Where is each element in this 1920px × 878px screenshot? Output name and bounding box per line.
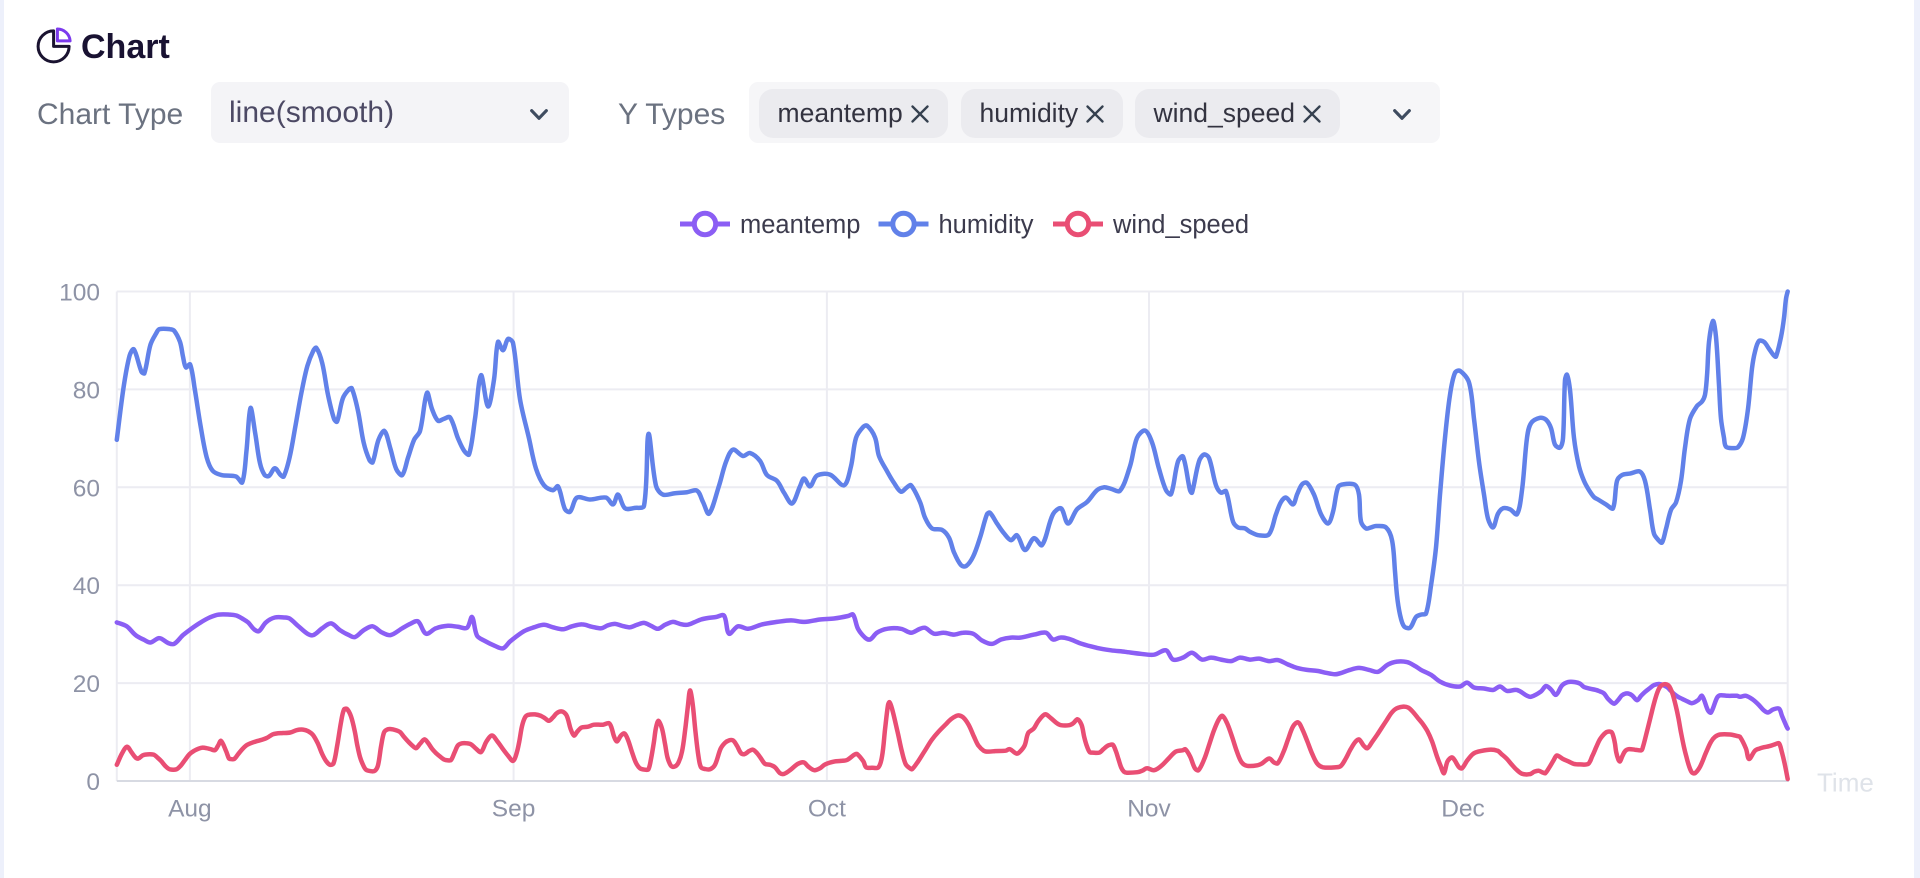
svg-text:Time: Time [1817,768,1874,798]
svg-text:100: 100 [59,280,100,307]
svg-text:Nov: Nov [1127,796,1171,823]
svg-text:Sep: Sep [492,796,536,823]
svg-text:20: 20 [73,671,100,698]
svg-text:wind_speed: wind_speed [1112,211,1249,239]
svg-text:humidity: humidity [939,211,1034,239]
svg-text:Dec: Dec [1441,796,1485,823]
svg-text:meantemp: meantemp [740,211,860,239]
svg-text:40: 40 [73,573,100,600]
svg-text:Aug: Aug [168,796,212,823]
svg-text:Oct: Oct [808,796,846,823]
svg-text:60: 60 [73,475,100,502]
svg-text:80: 80 [73,377,100,404]
svg-text:0: 0 [86,769,100,796]
